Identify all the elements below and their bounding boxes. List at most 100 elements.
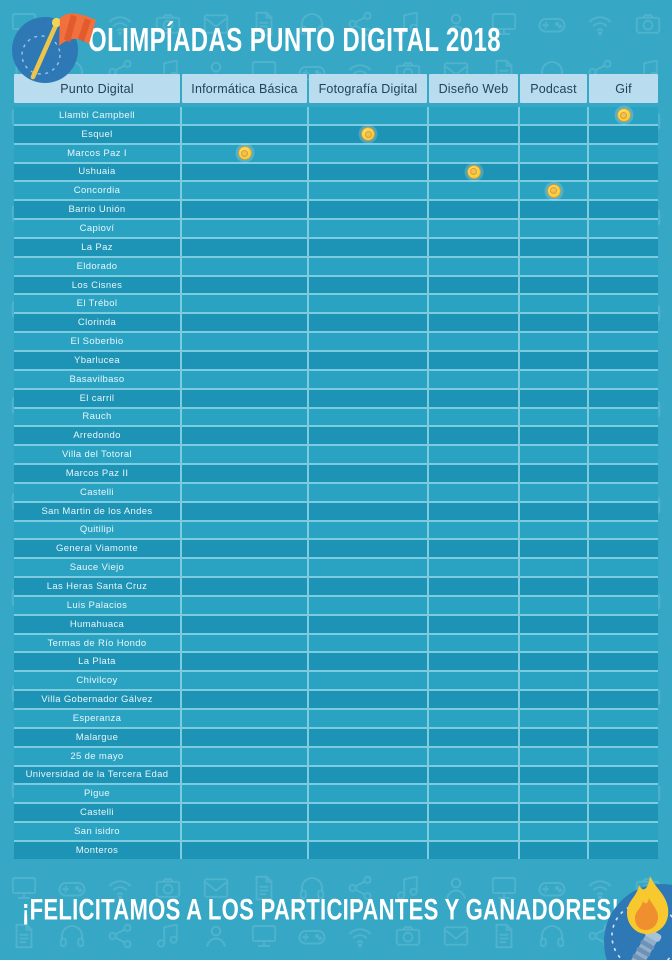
result-cell bbox=[429, 427, 518, 445]
row-name-cell: Marcos Paz II bbox=[14, 465, 180, 482]
result-cell bbox=[520, 823, 587, 840]
result-cell bbox=[182, 295, 307, 313]
row-label: El Trébol bbox=[76, 298, 118, 310]
result-cell bbox=[309, 710, 427, 727]
row-label: La Paz bbox=[81, 241, 113, 253]
result-cell bbox=[589, 672, 658, 690]
pattern-envelope-icon bbox=[443, 926, 469, 946]
result-cell bbox=[520, 276, 587, 294]
row-label: Arredondo bbox=[73, 430, 121, 442]
result-cell bbox=[309, 295, 427, 313]
result-cell bbox=[309, 144, 427, 162]
result-cell bbox=[589, 125, 658, 143]
result-cell bbox=[520, 314, 587, 332]
pattern-camera-icon bbox=[155, 878, 181, 898]
result-cell bbox=[182, 483, 307, 501]
row-name-cell: El Trébol bbox=[14, 295, 180, 313]
result-cell bbox=[429, 804, 518, 822]
result-cell bbox=[429, 351, 518, 369]
row-name-cell: Ybarlucea bbox=[14, 351, 180, 369]
result-cell bbox=[520, 238, 587, 256]
result-cell bbox=[429, 521, 518, 539]
result-cell bbox=[182, 691, 307, 708]
result-cell bbox=[429, 502, 518, 520]
result-cell bbox=[182, 785, 307, 803]
result-cell bbox=[520, 483, 587, 501]
row-name-cell: Luis Palacios bbox=[14, 596, 180, 614]
row-name-cell: La Plata bbox=[14, 653, 180, 671]
pattern-monitor-icon bbox=[11, 877, 37, 899]
result-cell bbox=[182, 804, 307, 822]
result-cell bbox=[429, 728, 518, 746]
result-cell bbox=[309, 804, 427, 822]
result-cell bbox=[309, 559, 427, 577]
result-cell bbox=[309, 351, 427, 369]
row-name-cell: Universidad de la Tercera Edad bbox=[14, 766, 180, 784]
row-label: Rauch bbox=[82, 411, 112, 423]
result-cell bbox=[309, 257, 427, 275]
medal-icon bbox=[361, 127, 375, 142]
row-label: Universidad de la Tercera Edad bbox=[25, 769, 169, 781]
result-cell bbox=[589, 201, 658, 219]
result-cell bbox=[309, 672, 427, 690]
result-cell bbox=[309, 785, 427, 803]
result-cell bbox=[182, 276, 307, 294]
pattern-gamepad-icon bbox=[538, 882, 566, 897]
result-cell bbox=[520, 502, 587, 520]
result-cell bbox=[429, 163, 518, 181]
result-cell bbox=[589, 465, 658, 482]
result-cell bbox=[429, 314, 518, 332]
row-label: 25 de mayo bbox=[70, 750, 124, 762]
row-name-cell: Capioví bbox=[14, 220, 180, 237]
result-cell bbox=[589, 521, 658, 539]
result-cell bbox=[589, 823, 658, 840]
result-cell bbox=[429, 465, 518, 482]
result-cell bbox=[182, 672, 307, 690]
result-cell bbox=[520, 634, 587, 652]
row-label: Las Heras Santa Cruz bbox=[46, 581, 148, 593]
result-cell bbox=[309, 163, 427, 181]
row-label: Villa Gobernador Gálvez bbox=[41, 694, 153, 706]
column-header: Gif bbox=[589, 74, 658, 103]
row-name-cell: Rauch bbox=[14, 408, 180, 426]
row-name-cell: Sauce Viejo bbox=[14, 559, 180, 577]
result-cell bbox=[589, 747, 658, 765]
pattern-camera-icon bbox=[635, 14, 661, 34]
pattern-envelope-icon bbox=[203, 878, 229, 898]
result-cell bbox=[589, 370, 658, 388]
result-cell bbox=[309, 125, 427, 143]
row-name-cell: Villa del Totoral bbox=[14, 446, 180, 464]
result-cell bbox=[429, 691, 518, 708]
pattern-camera-icon bbox=[395, 926, 421, 946]
result-cell bbox=[309, 634, 427, 652]
result-cell bbox=[182, 653, 307, 671]
result-cell bbox=[309, 107, 427, 124]
row-label: General Viamonte bbox=[56, 543, 138, 555]
pattern-gamepad-icon bbox=[538, 18, 566, 33]
result-cell bbox=[182, 333, 307, 350]
pattern-music-note-icon bbox=[397, 875, 418, 900]
result-cell bbox=[429, 125, 518, 143]
result-cell bbox=[309, 220, 427, 237]
result-cell bbox=[182, 596, 307, 614]
result-cell bbox=[589, 295, 658, 313]
result-cell bbox=[429, 238, 518, 256]
result-cell bbox=[520, 766, 587, 784]
result-cell bbox=[429, 483, 518, 501]
result-cell bbox=[182, 144, 307, 162]
row-label: Marcos Paz I bbox=[67, 147, 127, 159]
result-cell bbox=[309, 314, 427, 332]
row-label: Barrio Unión bbox=[68, 204, 126, 216]
result-cell bbox=[182, 163, 307, 181]
result-cell bbox=[589, 804, 658, 822]
result-cell bbox=[520, 747, 587, 765]
row-label: El carril bbox=[79, 392, 115, 404]
row-name-cell: Castelli bbox=[14, 804, 180, 822]
row-name-cell: El Soberbio bbox=[14, 333, 180, 350]
result-cell bbox=[589, 163, 658, 181]
result-cell bbox=[182, 823, 307, 840]
pattern-user-icon bbox=[206, 925, 226, 947]
result-cell bbox=[520, 804, 587, 822]
row-name-cell: General Viamonte bbox=[14, 540, 180, 558]
torch-icon bbox=[604, 876, 672, 960]
